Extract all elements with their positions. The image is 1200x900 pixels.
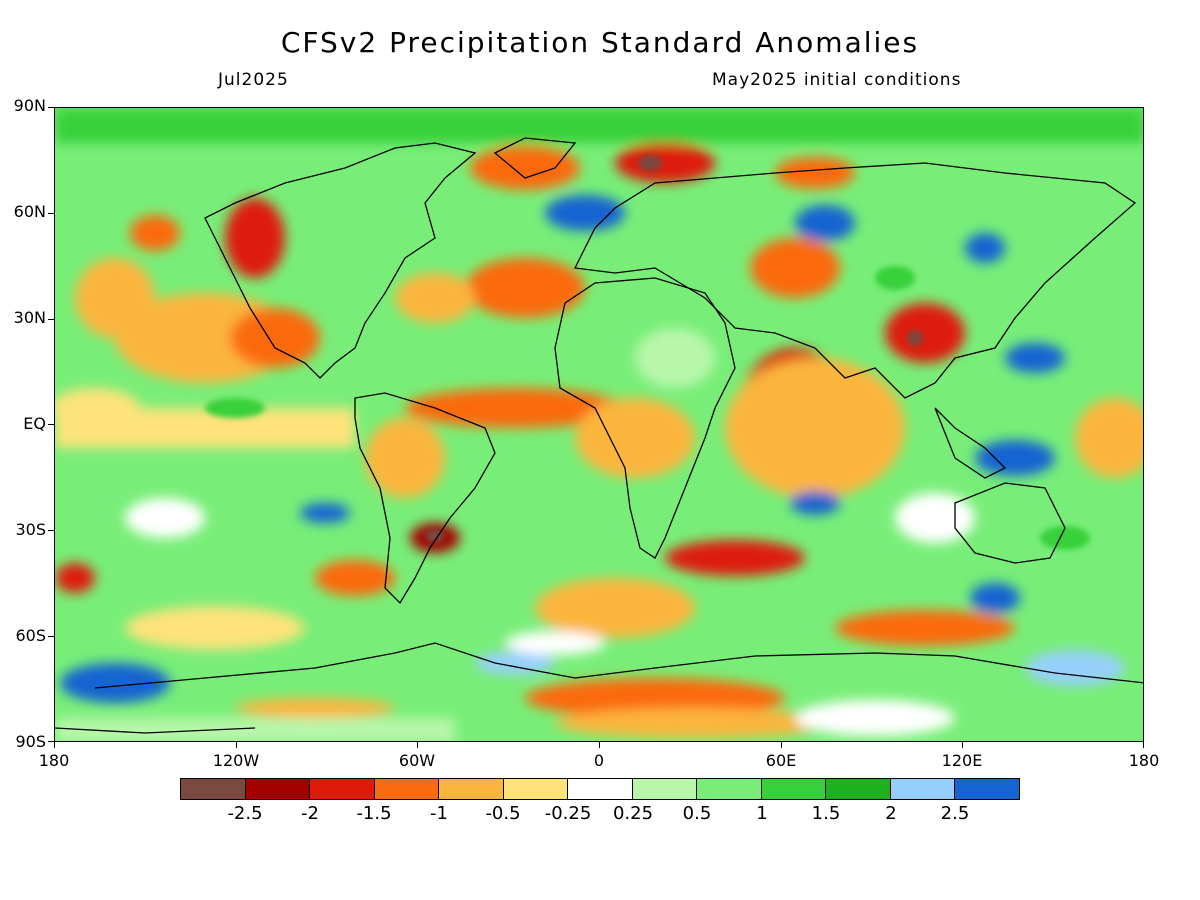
lat-label-eq: EQ bbox=[23, 414, 46, 433]
lon-label-0: 0 bbox=[593, 751, 605, 770]
lat-label-30n: 30N bbox=[13, 308, 46, 327]
initial-conditions-label: May2025 initial conditions bbox=[712, 70, 962, 90]
colorbar-label: 2 bbox=[885, 803, 897, 824]
colorbar-swatch bbox=[890, 779, 956, 799]
colorbar-swatch bbox=[955, 779, 1019, 799]
lon-label-60w: 60W bbox=[398, 751, 436, 770]
colorbar-label: 0.5 bbox=[682, 803, 712, 824]
colorbar-swatch bbox=[374, 779, 440, 799]
colorbar-label: 0.25 bbox=[612, 803, 654, 824]
colorbar-label: -2 bbox=[301, 803, 319, 824]
anomaly-field bbox=[55, 108, 1143, 741]
colorbar-swatch bbox=[245, 779, 311, 799]
colorbar-label: 2.5 bbox=[940, 803, 970, 824]
colorbar-swatch bbox=[568, 779, 633, 799]
colorbar-swatch bbox=[697, 779, 762, 799]
colorbar-swatch bbox=[310, 779, 375, 799]
colorbar-label: -0.25 bbox=[544, 803, 592, 824]
colorbar-label: 1.5 bbox=[811, 803, 841, 824]
lat-label-90n: 90N bbox=[13, 96, 46, 115]
colorbar bbox=[180, 778, 1020, 800]
colorbar-label: -2.5 bbox=[227, 803, 263, 824]
lon-label-180w: 180 bbox=[38, 751, 70, 770]
anomaly-map bbox=[54, 107, 1144, 742]
colorbar-swatch bbox=[761, 779, 827, 799]
lat-label-60n: 60N bbox=[13, 202, 46, 221]
colorbar-label: -1.5 bbox=[356, 803, 392, 824]
colorbar-swatch bbox=[632, 779, 698, 799]
lon-label-120w: 120W bbox=[212, 751, 260, 770]
lat-label-30s: 30S bbox=[15, 520, 46, 539]
map-title: CFSv2 Precipitation Standard Anomalies bbox=[280, 26, 920, 59]
valid-month-label: Jul2025 bbox=[218, 70, 289, 90]
lon-label-180e: 180 bbox=[1128, 751, 1160, 770]
colorbar-swatch bbox=[503, 779, 569, 799]
lon-label-60e: 60E bbox=[765, 751, 797, 770]
lon-label-120e: 120E bbox=[941, 751, 983, 770]
lat-label-90s: 90S bbox=[15, 732, 46, 751]
colorbar-swatch bbox=[826, 779, 891, 799]
colorbar-swatch bbox=[181, 779, 246, 799]
colorbar-label: -0.5 bbox=[485, 803, 521, 824]
lat-label-60s: 60S bbox=[15, 626, 46, 645]
colorbar-swatch bbox=[439, 779, 504, 799]
colorbar-label: -1 bbox=[430, 803, 448, 824]
colorbar-label: 1 bbox=[756, 803, 768, 824]
coastlines bbox=[55, 137, 1143, 734]
